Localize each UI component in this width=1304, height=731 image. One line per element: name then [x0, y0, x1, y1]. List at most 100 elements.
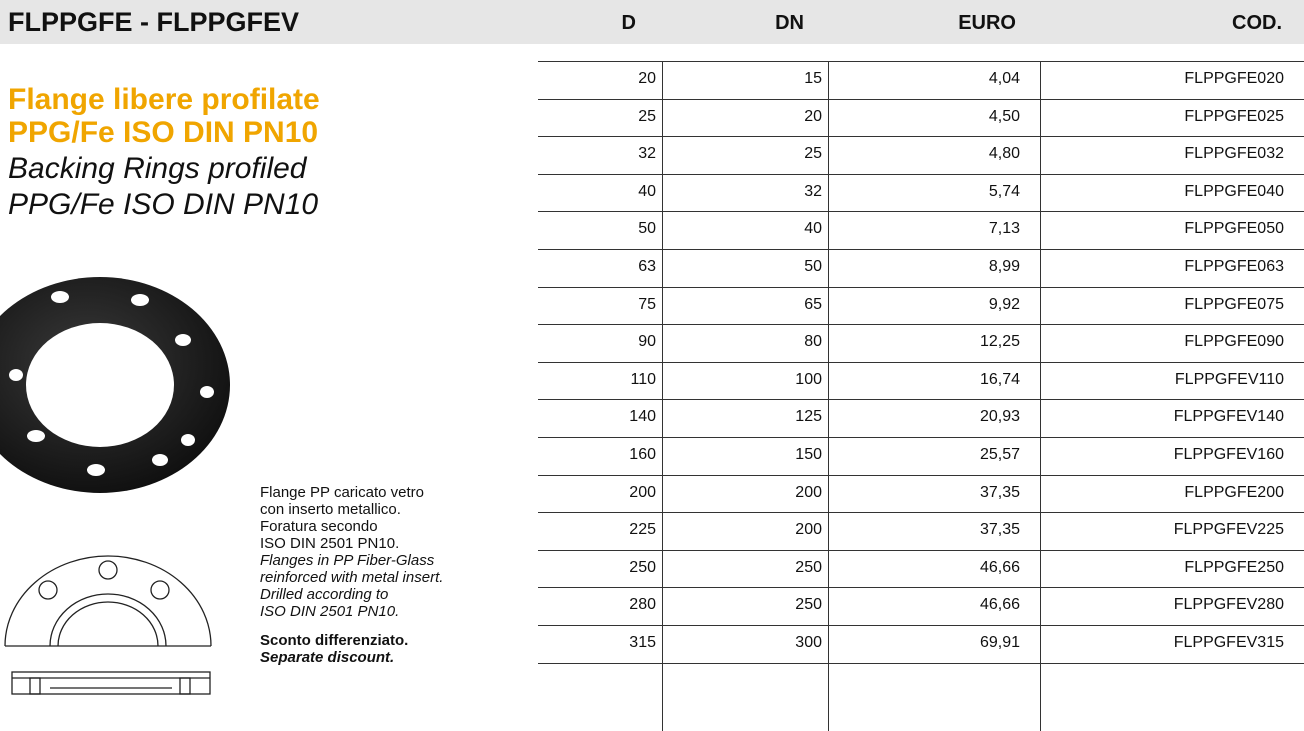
- table-cell: 20: [804, 108, 822, 126]
- table-cell: 32: [804, 183, 822, 201]
- table-cell: 315: [629, 634, 656, 652]
- row-line: [538, 550, 1304, 551]
- row-line: [538, 61, 1304, 62]
- table-cell: 65: [804, 296, 822, 314]
- table-cell: 37,35: [980, 521, 1020, 539]
- row-line: [538, 287, 1304, 288]
- table-cell: FLPPGFE040: [1184, 183, 1284, 201]
- desc-line: ISO DIN 2501 PN10.: [260, 535, 443, 552]
- table-cell: 40: [638, 183, 656, 201]
- table-cell: 75: [638, 296, 656, 314]
- table-cell: 5,74: [989, 183, 1020, 201]
- row-line: [538, 99, 1304, 100]
- row-line: [538, 324, 1304, 325]
- row-line: [538, 174, 1304, 175]
- table-cell: 25: [804, 145, 822, 163]
- table-cell: 46,66: [980, 596, 1020, 614]
- table-cell: 4,50: [989, 108, 1020, 126]
- row-line: [538, 437, 1304, 438]
- row-line: [538, 587, 1304, 588]
- row-line: [538, 663, 1304, 664]
- table-cell: FLPPGFE250: [1184, 559, 1284, 577]
- table-cell: 80: [804, 333, 822, 351]
- table-cell: 40: [804, 220, 822, 238]
- column-header: COD.: [1232, 12, 1282, 35]
- table-cell: FLPPGFE063: [1184, 258, 1284, 276]
- row-line: [538, 211, 1304, 212]
- table-cell: 12,25: [980, 333, 1020, 351]
- table-cell: FLPPGFEV280: [1174, 596, 1284, 614]
- table-cell: 7,13: [989, 220, 1020, 238]
- table-cell: 20,93: [980, 408, 1020, 426]
- desc-line: Flange PP caricato vetro: [260, 484, 443, 501]
- desc-line: Foratura secondo: [260, 518, 443, 535]
- table-cell: FLPPGFEV225: [1174, 521, 1284, 539]
- table-cell: 32: [638, 145, 656, 163]
- table-cell: 250: [795, 596, 822, 614]
- table-cell: 200: [795, 521, 822, 539]
- table-cell: 100: [795, 371, 822, 389]
- title-line: Backing Rings profiled: [8, 151, 318, 187]
- table-cell: 250: [629, 559, 656, 577]
- table-cell: FLPPGFE020: [1184, 70, 1284, 88]
- table-cell: FLPPGFEV110: [1175, 371, 1284, 389]
- row-line: [538, 249, 1304, 250]
- desc-line: reinforced with metal insert.: [260, 569, 443, 586]
- table-cell: 250: [795, 559, 822, 577]
- title-line: PPG/Fe ISO DIN PN10: [8, 187, 318, 223]
- row-line: [538, 362, 1304, 363]
- row-line: [538, 475, 1304, 476]
- desc-line: ISO DIN 2501 PN10.: [260, 603, 443, 620]
- table-cell: 4,80: [989, 145, 1020, 163]
- table-cell: 140: [629, 408, 656, 426]
- column-line: [828, 61, 829, 731]
- table-cell: FLPPGFE032: [1184, 145, 1284, 163]
- description: Flange PP caricato vetro con inserto met…: [260, 484, 443, 666]
- table-cell: 110: [630, 371, 656, 389]
- discount: Separate discount.: [260, 649, 443, 666]
- table-cell: FLPPGFE025: [1184, 108, 1284, 126]
- table-cell: 300: [795, 634, 822, 652]
- table-cell: 280: [629, 596, 656, 614]
- row-line: [538, 512, 1304, 513]
- table-cell: 200: [795, 484, 822, 502]
- table-cell: 125: [795, 408, 822, 426]
- table-cell: FLPPGFEV315: [1174, 634, 1284, 652]
- column-line: [1040, 61, 1041, 731]
- table-cell: 25: [638, 108, 656, 126]
- table-cell: 90: [638, 333, 656, 351]
- table-cell: 69,91: [980, 634, 1020, 652]
- table-cell: 20: [638, 70, 656, 88]
- table-cell: 25,57: [980, 446, 1020, 464]
- desc-line: Drilled according to: [260, 586, 443, 603]
- header-title: FLPPGFE - FLPPGFEV: [8, 7, 299, 38]
- table-cell: 150: [795, 446, 822, 464]
- title-en: Backing Rings profiled PPG/Fe ISO DIN PN…: [8, 151, 318, 223]
- row-line: [538, 399, 1304, 400]
- row-line: [538, 625, 1304, 626]
- column-line: [662, 61, 663, 731]
- table-cell: 50: [638, 220, 656, 238]
- page: FLPPGFE - FLPPGFEV Flange libere profila…: [0, 0, 1304, 731]
- desc-line: Flanges in PP Fiber-Glass: [260, 552, 443, 569]
- table-cell: FLPPGFE090: [1184, 333, 1284, 351]
- table-cell: 8,99: [989, 258, 1020, 276]
- table-cell: 63: [638, 258, 656, 276]
- table-cell: FLPPGFE075: [1184, 296, 1284, 314]
- table-cell: 16,74: [980, 371, 1020, 389]
- table-cell: 160: [629, 446, 656, 464]
- table-cell: 225: [629, 521, 656, 539]
- desc-line: con inserto metallico.: [260, 501, 443, 518]
- column-header: D: [622, 12, 636, 35]
- table-cell: 46,66: [980, 559, 1020, 577]
- table-cell: 50: [804, 258, 822, 276]
- column-header: EURO: [958, 12, 1016, 35]
- title-line: PPG/Fe ISO DIN PN10: [8, 116, 320, 149]
- title-line: Flange libere profilate: [8, 83, 320, 116]
- table-cell: FLPPGFE200: [1184, 484, 1284, 502]
- table-cell: FLPPGFEV160: [1174, 446, 1284, 464]
- discount: Sconto differenziato.: [260, 632, 443, 649]
- table-cell: 37,35: [980, 484, 1020, 502]
- product-images: [0, 270, 240, 710]
- table-cell: FLPPGFEV140: [1174, 408, 1284, 426]
